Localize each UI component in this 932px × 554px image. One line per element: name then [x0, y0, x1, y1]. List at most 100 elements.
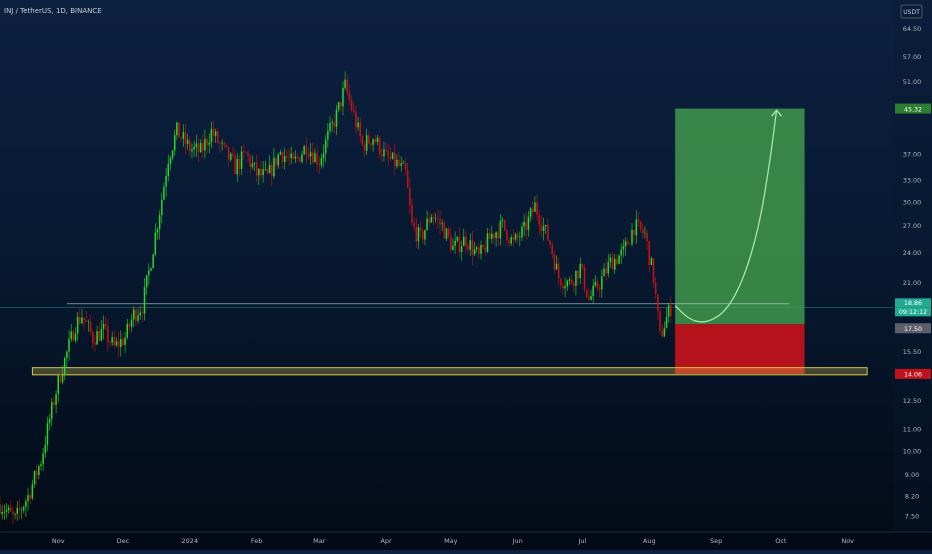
target-zone[interactable] [675, 108, 805, 325]
candle-body [564, 286, 566, 289]
candle-body [557, 263, 560, 279]
candle-body [646, 232, 648, 242]
candle [89, 314, 92, 335]
candle [452, 238, 454, 251]
candle-body [665, 316, 668, 329]
candle [670, 296, 672, 323]
candle-body [42, 453, 44, 465]
candle [268, 155, 271, 174]
candle [107, 318, 109, 352]
candle-body [521, 226, 523, 238]
candle-body [391, 152, 394, 159]
price-label-bg [895, 103, 931, 114]
candle [169, 155, 172, 171]
candle [212, 120, 215, 142]
candle [117, 331, 120, 358]
candle-body [547, 225, 549, 241]
candle [348, 84, 351, 106]
candle-body [324, 139, 327, 154]
candle [290, 146, 292, 164]
candle [33, 470, 36, 488]
price-label-text: 09:12:12 [899, 309, 927, 316]
candle [409, 177, 411, 214]
candle-body [135, 309, 137, 321]
candle [626, 237, 629, 245]
candle [566, 279, 569, 291]
candle-body [441, 223, 443, 225]
candle [305, 137, 308, 164]
candle-body [385, 149, 387, 152]
candle [426, 210, 428, 231]
position-tool[interactable] [675, 108, 805, 374]
candle [63, 356, 66, 380]
candle [527, 210, 530, 237]
candle [383, 141, 385, 162]
candle-body [495, 232, 497, 239]
candle-body [225, 144, 228, 148]
candle-body [637, 219, 640, 222]
candle-body [475, 247, 478, 250]
candle [102, 315, 105, 340]
candle-body [622, 246, 625, 250]
candle [83, 317, 85, 330]
candle [57, 373, 59, 403]
candle [234, 149, 236, 175]
candle-body [381, 154, 383, 157]
candle [469, 233, 471, 257]
candle [20, 506, 23, 519]
candle [346, 75, 349, 97]
candle-body [206, 139, 208, 145]
candle-body [193, 146, 195, 150]
candle-body [368, 135, 370, 144]
candle-body [635, 219, 638, 236]
projection-curve[interactable] [674, 110, 778, 323]
candle [616, 253, 618, 266]
currency-badge[interactable]: USDT [900, 4, 923, 19]
y-tick-label: 64.50 [903, 25, 922, 33]
candle-body [372, 139, 374, 145]
candle [48, 414, 51, 431]
candle-body [197, 143, 200, 153]
price-scale[interactable]: 64.5057.0051.0045.0037.0033.0030.0027.00… [903, 25, 922, 521]
candle-body [525, 221, 528, 231]
candle [281, 150, 284, 169]
candle-body [400, 163, 402, 166]
candle-body [463, 236, 465, 247]
candle-body [150, 268, 152, 271]
candle-body [428, 218, 430, 223]
y-tick-label: 7.50 [905, 513, 919, 521]
support-zone[interactable] [31, 367, 868, 376]
candle [374, 134, 377, 144]
time-scale[interactable]: Nov Dec 2024 Feb Mar Apr May Jun Jul Aug Sep Oct Nov [52, 537, 854, 545]
candle [635, 210, 638, 244]
candle-body [626, 241, 629, 245]
candle [29, 492, 31, 505]
candle-body [223, 142, 226, 145]
candle-body [331, 122, 333, 124]
candle-body [376, 137, 379, 143]
stop-zone[interactable] [675, 324, 805, 374]
candle [665, 307, 668, 329]
candle [292, 151, 295, 160]
candle-body [202, 143, 204, 151]
candle-body [35, 470, 38, 476]
candle [210, 121, 213, 149]
candle [273, 148, 275, 180]
price-scale-background [893, 0, 932, 532]
candle-body [191, 149, 193, 152]
candle [318, 155, 320, 174]
price-label-bg [895, 368, 931, 379]
candle [165, 168, 167, 197]
candle-body [424, 230, 426, 240]
candle [415, 218, 418, 249]
candle-body [350, 100, 353, 111]
candle [430, 214, 433, 224]
candle-body [532, 208, 534, 212]
candle [232, 146, 234, 158]
candle [579, 257, 581, 285]
candle-body [650, 258, 653, 266]
candle [309, 143, 312, 165]
candle [359, 116, 361, 143]
